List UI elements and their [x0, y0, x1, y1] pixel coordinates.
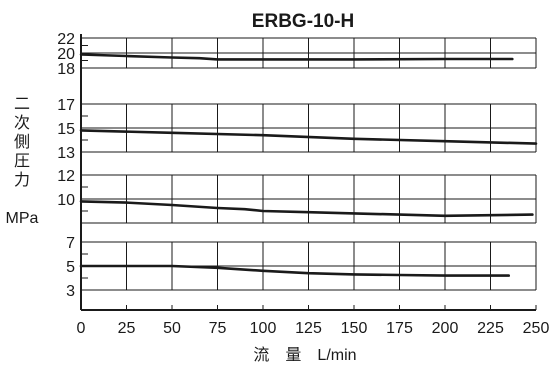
chart-title: ERBG-10-H: [252, 11, 354, 32]
x-tick-label: 75: [209, 320, 227, 337]
y-tick-label: 10: [57, 192, 75, 209]
y-tick-label: 12: [57, 168, 75, 185]
y-tick-label: 22: [57, 31, 75, 48]
x-axis: 0 25 50 75 100 125 150 175 200 225 250: [77, 34, 550, 337]
y-tick-label: 15: [57, 121, 75, 138]
y-axis-unit: MPa: [6, 210, 39, 227]
y-tick-label: 20: [57, 46, 75, 63]
y-axis-label-char: 圧: [14, 153, 30, 170]
x-tick-label: 125: [295, 320, 322, 337]
series-line: [79, 200, 534, 218]
y-axis-label-char: 力: [14, 171, 30, 189]
series-line: [79, 129, 538, 145]
x-tick-label: 250: [523, 320, 550, 337]
chart-panel: 13 15 17: [57, 97, 538, 162]
y-axis-label-char: 次: [14, 114, 30, 132]
y-tick-label: 13: [57, 145, 75, 162]
y-axis-label-char: 二: [14, 96, 30, 113]
y-tick-label: 3: [66, 283, 75, 300]
y-tick-label: 5: [66, 259, 75, 276]
x-tick-label: 50: [163, 320, 181, 337]
series-line: [79, 264, 511, 277]
y-tick-label: 17: [57, 97, 75, 114]
x-tick-label: 0: [77, 320, 86, 337]
x-axis-label: 流 量 L/min: [253, 346, 356, 364]
y-tick-label: 18: [57, 61, 75, 78]
x-tick-label: 175: [386, 320, 413, 337]
chart-panel: 3 5 7: [66, 235, 537, 300]
x-tick-label: 200: [432, 320, 459, 337]
x-tick-label: 100: [250, 320, 277, 337]
y-axis-label-char: 側: [14, 133, 30, 151]
y-tick-label: 7: [66, 235, 75, 252]
x-tick-label: 25: [118, 320, 136, 337]
x-tick-label: 225: [477, 320, 504, 337]
series-line: [79, 53, 514, 61]
x-tick-label: 150: [341, 320, 368, 337]
